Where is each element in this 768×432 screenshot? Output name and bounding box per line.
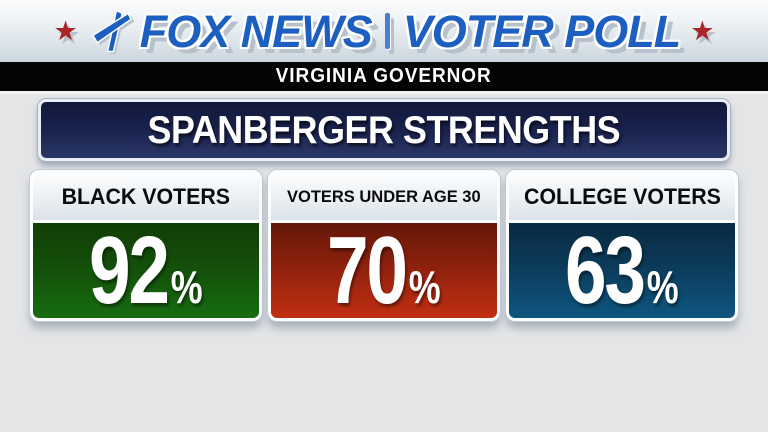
brand-banner: ★ FOX NEWS VOTER POLL ★ — [0, 0, 768, 62]
stat-card-label: BLACK VOTERS — [61, 183, 231, 209]
headline-banner: SPANBERGER STRENGTHS — [38, 99, 730, 161]
race-bar: VIRGINIA GOVERNOR — [0, 62, 768, 94]
star-icon-right: ★ — [690, 15, 715, 46]
stat-card-black-voters: BLACK VOTERS 92% — [30, 170, 262, 321]
value-number: 63 — [565, 216, 646, 321]
stat-card-header: VOTERS UNDER AGE 30 — [271, 173, 497, 223]
stat-card-voters-under-30: VOTERS UNDER AGE 30 70% — [268, 170, 500, 321]
stat-card-label: COLLEGE VOTERS — [523, 183, 721, 209]
stat-cards: BLACK VOTERS 92% VOTERS UNDER AGE 30 70%… — [30, 170, 738, 321]
stat-card-header: BLACK VOTERS — [33, 173, 259, 223]
value-number: 70 — [327, 216, 408, 321]
brand-logo-text: FOX NEWS — [139, 5, 373, 57]
value-percent-sign: % — [646, 260, 679, 313]
headline-text: SPANBERGER STRENGTHS — [147, 108, 621, 152]
product-logo-text: VOTER POLL — [402, 5, 682, 57]
stat-card-value: 92% — [33, 222, 259, 318]
stat-card-label: VOTERS UNDER AGE 30 — [287, 186, 481, 206]
logo-divider — [384, 13, 390, 49]
stat-card-value: 70% — [271, 222, 497, 318]
stat-card-college-voters: COLLEGE VOTERS 63% — [506, 170, 738, 321]
value-percent-sign: % — [408, 260, 441, 313]
stat-card-value: 63% — [509, 222, 735, 318]
value-number: 92 — [89, 216, 170, 321]
stat-card-header: COLLEGE VOTERS — [509, 173, 735, 223]
fox-searchlight-icon — [91, 9, 134, 54]
race-title: VIRGINIA GOVERNOR — [275, 65, 493, 87]
value-percent-sign: % — [170, 260, 203, 313]
star-icon-left: ★ — [53, 15, 78, 46]
